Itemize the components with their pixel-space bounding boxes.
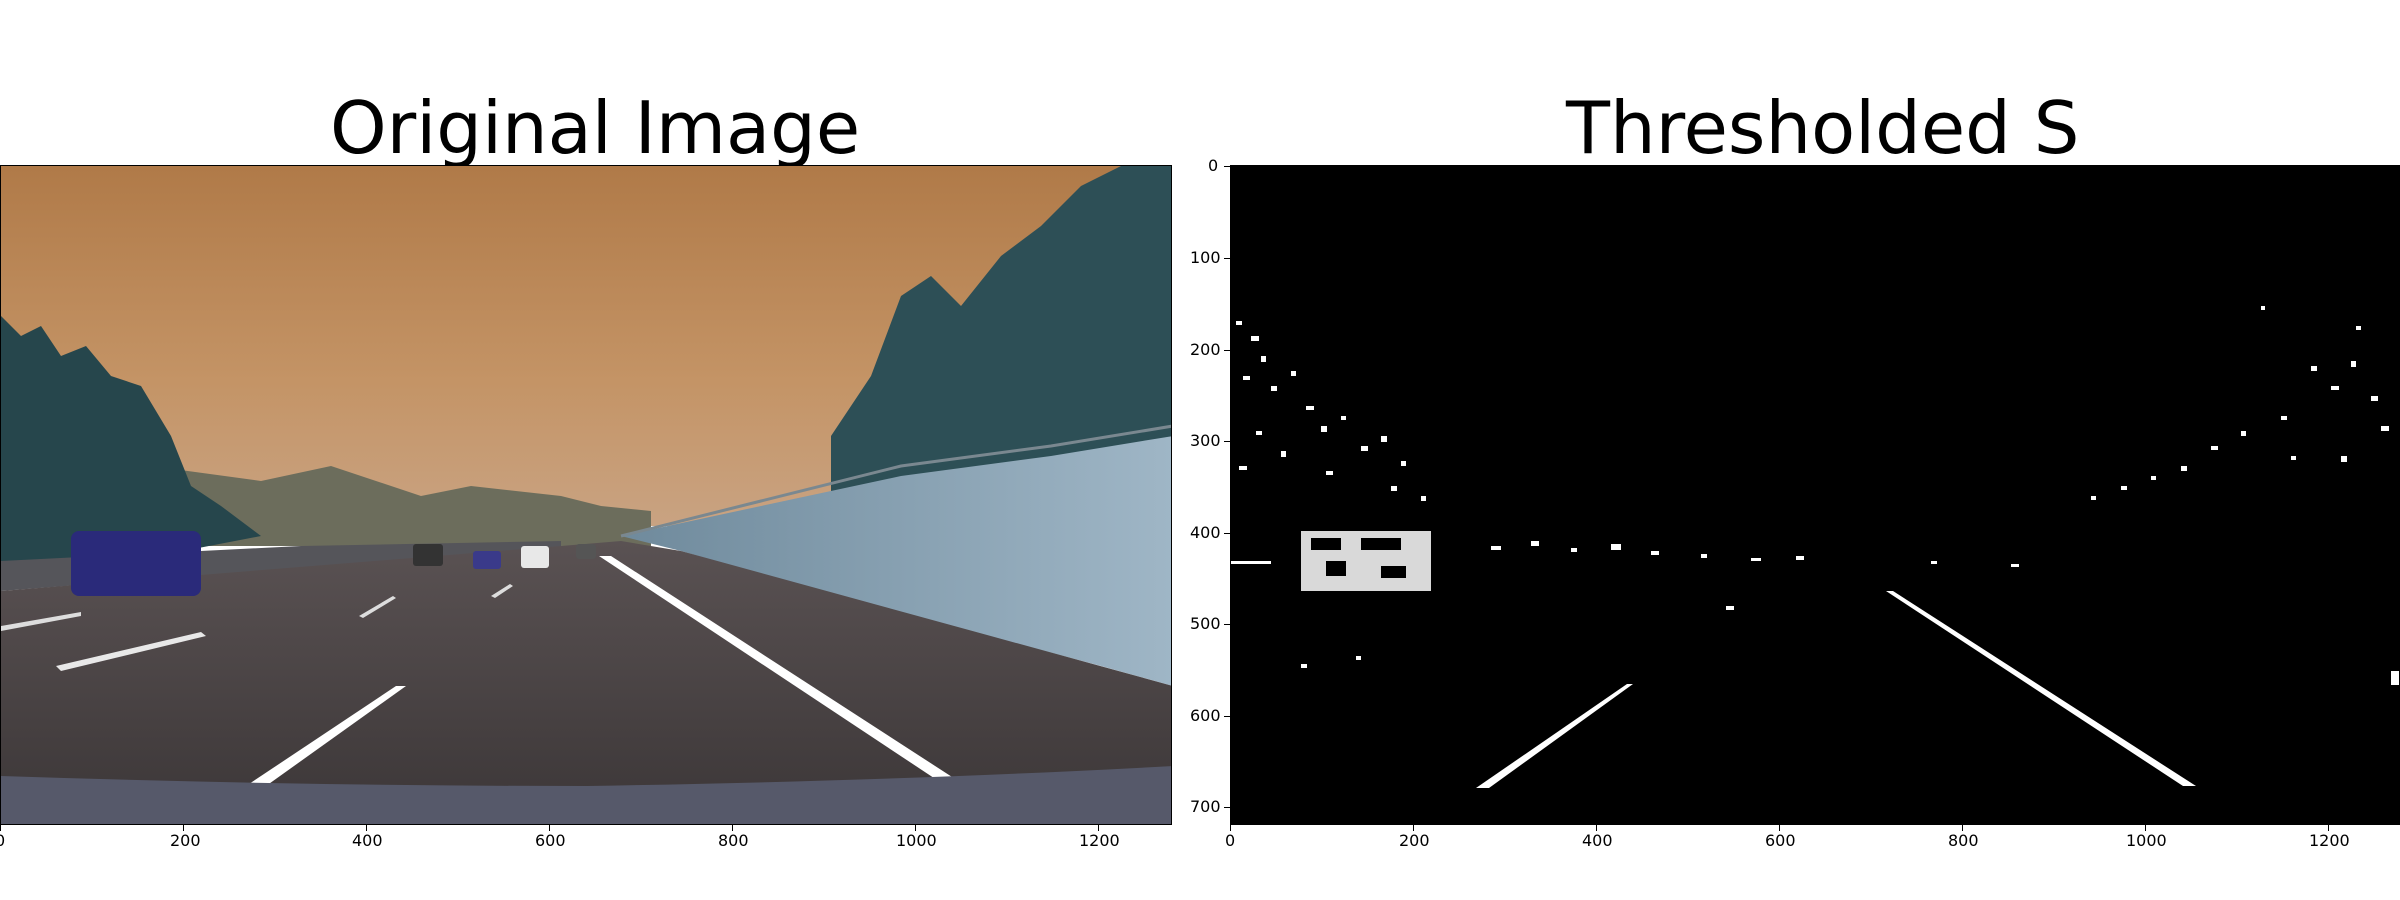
right-y-tick: 600 <box>1190 706 1221 725</box>
left-x-tick: 0 <box>0 831 6 850</box>
left-x-tick: 1000 <box>896 831 937 850</box>
threshold-right-trees-noise <box>2091 306 2389 500</box>
vehicle-small-3 <box>521 546 549 568</box>
right-trees <box>831 166 1171 526</box>
right-lane-line <box>599 556 966 786</box>
left-lane-dash-2 <box>56 632 206 671</box>
right-y-tick: 300 <box>1190 431 1221 450</box>
right-y-tick: 500 <box>1190 614 1221 633</box>
original-image-panel <box>0 165 1172 825</box>
left-x-tick: 1200 <box>1079 831 1120 850</box>
vehicle-small-4 <box>576 544 596 559</box>
right-x-tick: 1200 <box>2309 831 2350 850</box>
road-surface <box>1 541 1171 824</box>
left-lane-dash-3 <box>1 612 81 631</box>
thresholded-image-panel <box>1230 165 2400 825</box>
threshold-vehicle-blob <box>1301 531 1431 591</box>
threshold-left-lane <box>1476 684 1633 788</box>
threshold-horizon-noise <box>1231 541 2399 685</box>
left-lane-dash-4 <box>359 596 396 618</box>
vehicle-small-1 <box>413 544 443 566</box>
left-trees <box>1 316 261 586</box>
right-y-tick: 400 <box>1190 523 1221 542</box>
original-road-image <box>1 166 1171 824</box>
left-lane-dash-5 <box>491 584 513 598</box>
vehicle-truck <box>71 531 201 596</box>
left-lane-dash-1 <box>246 686 406 786</box>
right-x-tick: 1000 <box>2126 831 2167 850</box>
left-x-tick: 800 <box>718 831 749 850</box>
right-panel-title: Thresholded S <box>1566 86 2080 170</box>
right-y-tick: 700 <box>1190 797 1221 816</box>
fence-line <box>620 424 1171 538</box>
left-x-tick: 400 <box>352 831 383 850</box>
threshold-right-lane <box>1886 591 2196 786</box>
right-x-tick: 0 <box>1225 831 1236 850</box>
left-x-tick: 200 <box>170 831 201 850</box>
right-x-tick: 400 <box>1582 831 1613 850</box>
right-x-tick: 200 <box>1399 831 1430 850</box>
left-panel-title: Original Image <box>330 86 861 170</box>
right-y-tick: 200 <box>1190 340 1221 359</box>
right-embankment <box>621 436 1171 686</box>
vehicle-small-2 <box>473 551 501 569</box>
car-hood <box>1 766 1171 824</box>
right-y-tick: 100 <box>1190 248 1221 267</box>
left-x-tick: 600 <box>535 831 566 850</box>
right-x-tick: 800 <box>1948 831 1979 850</box>
right-y-tick: 0 <box>1208 156 1219 175</box>
distant-hills <box>151 466 651 546</box>
right-x-tick: 600 <box>1765 831 1796 850</box>
thresholded-binary-image <box>1231 166 2399 824</box>
threshold-left-trees-noise <box>1236 321 1426 501</box>
